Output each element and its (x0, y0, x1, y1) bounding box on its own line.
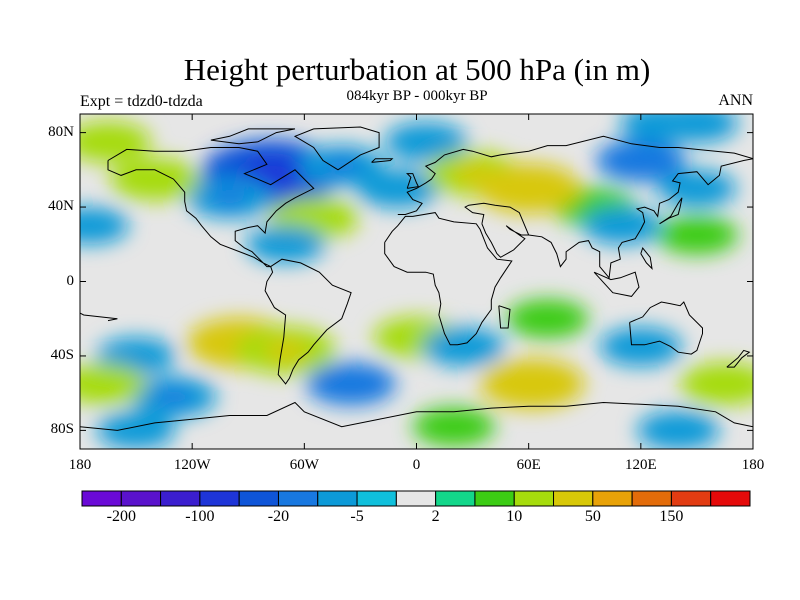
colorbar-label: -100 (185, 508, 215, 525)
colorbar-swatch-11 (513, 490, 555, 507)
colorbar-swatch-16 (710, 490, 751, 507)
chart-subtitle: 084kyr BP - 000kyr BP (346, 88, 488, 104)
colorbar-label: -200 (106, 508, 136, 525)
coastline-5 (464, 202, 530, 258)
field-core-29 (83, 374, 122, 394)
colorbar-swatch-14 (631, 490, 672, 507)
lon-tick-label: 60W (289, 457, 319, 473)
coastline-1 (293, 126, 380, 171)
field-region-30 (412, 407, 496, 447)
coastline-8 (80, 401, 753, 431)
colorbar-swatch-9 (435, 490, 476, 507)
field-region-17 (246, 225, 326, 263)
field-core-5 (293, 208, 334, 228)
field-region-24 (422, 327, 505, 367)
field-core-21 (154, 387, 193, 407)
colorbar (81, 490, 751, 507)
colorbar-swatch-15 (670, 490, 712, 507)
lat-tick-label: 40N (48, 198, 74, 215)
field-region-33 (620, 114, 699, 142)
coastline-4 (384, 212, 513, 346)
field-region-27 (599, 327, 683, 367)
field-core-1 (210, 188, 249, 207)
lat-tick-label: 40S (50, 346, 74, 363)
colorbar-swatch-4 (238, 490, 279, 507)
colorbar-label: 150 (659, 508, 684, 525)
coastline-3 (397, 135, 753, 215)
coastline-10 (498, 305, 511, 329)
colorbar-label: 10 (506, 508, 523, 525)
coastline-17 (210, 128, 296, 145)
season-label: ANN (718, 92, 753, 109)
lon-tick-label: 0 (412, 457, 421, 473)
field-core-25 (509, 372, 556, 396)
field-core-2 (322, 156, 362, 176)
field-region-15 (80, 206, 129, 245)
field-core-22 (330, 374, 372, 394)
coastline-0 (107, 147, 315, 268)
field-region-32 (96, 411, 176, 449)
field-core-20 (263, 339, 309, 362)
lon-tick-label: 60E (516, 457, 541, 473)
colorbar-swatch-2 (160, 490, 201, 507)
colorbar-swatch-7 (356, 490, 397, 507)
lon-tick-label: 180 (741, 457, 765, 473)
coastline-11 (659, 197, 683, 225)
colorbar-swatch-12 (553, 490, 594, 507)
height-perturbation-field (80, 114, 753, 449)
colorbar-swatch-1 (120, 490, 162, 507)
lat-tick-label: 80S (50, 421, 74, 438)
field-region-3 (356, 168, 440, 209)
coastlines (80, 126, 753, 431)
colorbar-label: 2 (431, 508, 440, 525)
field-core-7 (88, 132, 128, 152)
coastline-12 (593, 271, 640, 297)
field-region-12 (655, 215, 739, 255)
colorbar-swatch-3 (199, 490, 240, 507)
field-region-26 (506, 299, 589, 339)
lat-tick-label: 80N (48, 123, 74, 140)
field-region-13 (582, 206, 662, 245)
colorbar-swatch-5 (277, 490, 319, 507)
coastline-13 (726, 349, 751, 368)
chart-title: Height perturbation at 500 hPa (in m) (183, 52, 651, 87)
colorbar-swatch-8 (395, 490, 437, 507)
coastline-9 (405, 173, 420, 189)
field-core-16 (505, 177, 553, 200)
lon-tick-label: 120W (173, 457, 211, 473)
field-core-6 (134, 169, 175, 189)
coastline-16 (640, 246, 653, 270)
colorbar-label: -20 (267, 508, 290, 525)
colorbar-swatch-0 (81, 490, 122, 507)
colorbar-swatch-13 (592, 490, 633, 507)
lon-tick-label: 180 (68, 457, 92, 473)
coastline-6 (528, 158, 753, 280)
colorbar-swatch-6 (317, 490, 358, 507)
coastline-2 (264, 258, 352, 385)
colorbar-label: 50 (584, 508, 601, 525)
coastline-7 (629, 301, 703, 355)
lat-tick-label: 0 (66, 272, 75, 289)
field-region-14 (657, 169, 737, 208)
field-region-31 (637, 410, 720, 449)
coastline-15 (80, 312, 118, 322)
field-core-28 (704, 374, 746, 394)
field-region-4 (384, 122, 468, 162)
axis-ticks (79, 114, 754, 449)
coastline-14 (371, 158, 394, 163)
field-core-10 (620, 150, 661, 171)
lon-tick-label: 120E (624, 457, 657, 473)
experiment-label: Expt = tdzd0-tdzda (80, 93, 203, 110)
colorbar-swatch-10 (474, 490, 515, 507)
colorbar-label: -5 (350, 508, 364, 525)
